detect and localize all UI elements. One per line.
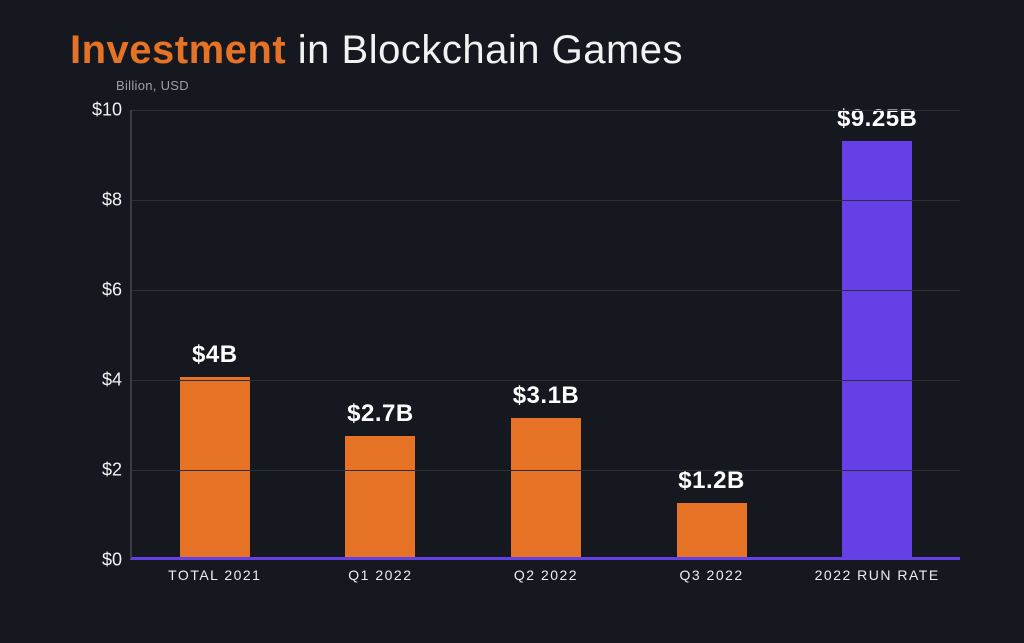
bar bbox=[511, 418, 581, 558]
bar bbox=[180, 377, 250, 557]
chart-title: Investment in Blockchain Games bbox=[70, 28, 683, 73]
bar-value-label: $1.2B bbox=[678, 467, 745, 495]
y-axis-tick-label: $8 bbox=[102, 190, 122, 211]
gridline bbox=[132, 200, 960, 201]
bar-slot: $9.25B2022 RUN RATE bbox=[794, 110, 960, 557]
x-axis-tick-label: 2022 RUN RATE bbox=[815, 567, 940, 583]
y-axis-tick-label: $10 bbox=[92, 100, 122, 121]
bar bbox=[842, 141, 912, 557]
bar-value-label: $9.25B bbox=[837, 105, 917, 133]
bar bbox=[677, 503, 747, 557]
bar-slot: $4BTOTAL 2021 bbox=[132, 110, 298, 557]
x-axis-tick-label: Q1 2022 bbox=[348, 567, 412, 583]
gridline bbox=[132, 470, 960, 471]
y-axis-tick-label: $6 bbox=[102, 280, 122, 301]
bar-chart: $4BTOTAL 2021$2.7BQ1 2022$3.1BQ2 2022$1.… bbox=[60, 100, 960, 590]
title-accent: Investment bbox=[70, 28, 286, 72]
x-axis-tick-label: TOTAL 2021 bbox=[168, 567, 261, 583]
bar-value-label: $3.1B bbox=[513, 382, 580, 410]
x-axis-tick-label: Q2 2022 bbox=[514, 567, 578, 583]
y-axis-tick-label: $0 bbox=[102, 550, 122, 571]
title-rest: in Blockchain Games bbox=[286, 28, 683, 72]
bars-container: $4BTOTAL 2021$2.7BQ1 2022$3.1BQ2 2022$1.… bbox=[132, 110, 960, 557]
bar-slot: $2.7BQ1 2022 bbox=[298, 110, 464, 557]
bar bbox=[345, 436, 415, 558]
gridline bbox=[132, 290, 960, 291]
gridline bbox=[132, 110, 960, 111]
y-axis-tick-label: $2 bbox=[102, 460, 122, 481]
bar-slot: $3.1BQ2 2022 bbox=[463, 110, 629, 557]
gridline bbox=[132, 380, 960, 381]
chart-subtitle: Billion, USD bbox=[116, 78, 189, 93]
plot-area: $4BTOTAL 2021$2.7BQ1 2022$3.1BQ2 2022$1.… bbox=[130, 110, 960, 560]
x-axis-tick-label: Q3 2022 bbox=[679, 567, 743, 583]
y-axis-tick-label: $4 bbox=[102, 370, 122, 391]
bar-value-label: $2.7B bbox=[347, 400, 414, 428]
bar-slot: $1.2BQ3 2022 bbox=[629, 110, 795, 557]
bar-value-label: $4B bbox=[192, 341, 238, 369]
